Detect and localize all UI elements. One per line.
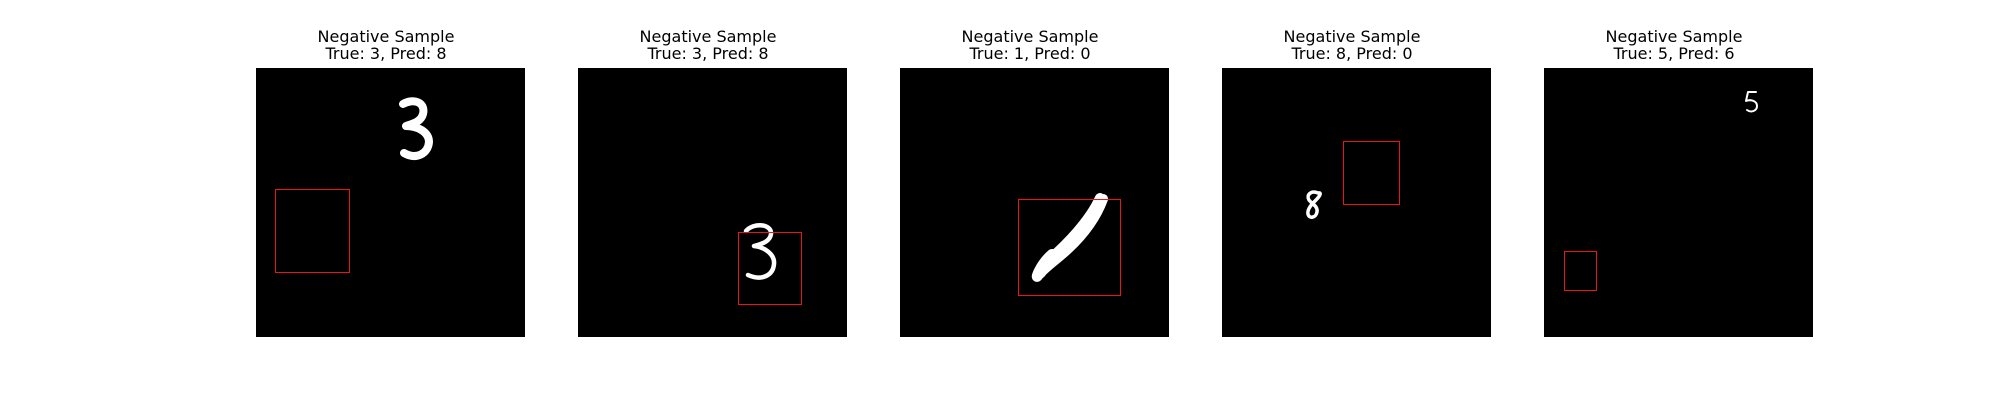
sample-label: Negative Sample: [317, 27, 455, 46]
panel-title: Negative Sample True: 3, Pred: 8: [558, 28, 858, 62]
true-pred-label: True: 3, Pred: 8: [325, 44, 447, 63]
sample-panel-5: Negative Sample True: 5, Pred: 6: [1524, 0, 1824, 400]
sample-label: Negative Sample: [639, 27, 777, 46]
bounding-box: [275, 189, 350, 273]
digit-image: [900, 68, 1169, 337]
sample-panel-3: Negative Sample True: 1, Pred: 0: [880, 0, 1180, 400]
bounding-box: [738, 232, 802, 305]
bounding-box: [1564, 251, 1597, 291]
panel-title: Negative Sample True: 5, Pred: 6: [1524, 28, 1824, 62]
sample-panel-4: Negative Sample True: 8, Pred: 0: [1202, 0, 1502, 400]
bounding-box: [1018, 199, 1121, 296]
true-pred-label: True: 1, Pred: 0: [969, 44, 1091, 63]
true-pred-label: True: 3, Pred: 8: [647, 44, 769, 63]
panel-title: Negative Sample True: 8, Pred: 0: [1202, 28, 1502, 62]
digit-image: [1222, 68, 1491, 337]
panel-title: Negative Sample True: 1, Pred: 0: [880, 28, 1180, 62]
panel-title: Negative Sample True: 3, Pred: 8: [236, 28, 536, 62]
true-pred-label: True: 5, Pred: 6: [1613, 44, 1735, 63]
digit-image: [256, 68, 525, 337]
bounding-box: [1343, 141, 1400, 205]
sample-label: Negative Sample: [961, 27, 1099, 46]
digit-3-drawing: [399, 97, 433, 160]
sample-label: Negative Sample: [1283, 27, 1421, 46]
digit-image: [1544, 68, 1813, 337]
true-pred-label: True: 8, Pred: 0: [1291, 44, 1413, 63]
digit-5-drawing: [1745, 91, 1758, 113]
digit-8-drawing: [1306, 190, 1322, 219]
sample-panel-1: Negative Sample True: 3, Pred: 8: [236, 0, 536, 400]
digit-image: [578, 68, 847, 337]
sample-label: Negative Sample: [1605, 27, 1743, 46]
digit-3-drawing: [743, 223, 777, 280]
digit-1-drawing: [1031, 193, 1108, 282]
sample-panel-2: Negative Sample True: 3, Pred: 8: [558, 0, 858, 400]
